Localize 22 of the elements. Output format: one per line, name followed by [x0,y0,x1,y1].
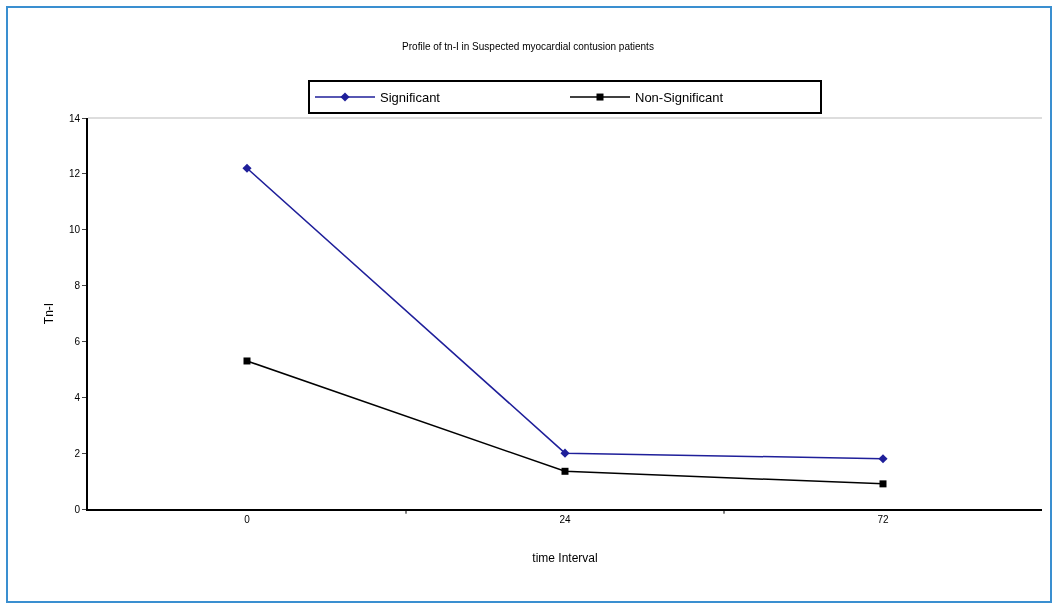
point [879,480,887,488]
x-tick-label: 72 [877,514,889,525]
x-tick-label: 24 [559,514,571,525]
y-tick-label: 8 [74,280,81,292]
y-tick-label: 2 [74,447,81,459]
y-tick-label: 12 [68,168,81,180]
y-tick-label: 6 [74,335,81,347]
y-tick-label: 0 [74,503,81,515]
point [243,357,251,365]
point [242,163,252,173]
legend-label: Non-Significant [635,90,724,106]
legend-label: Significant [380,90,441,106]
y-tick-label: 10 [68,224,81,236]
point [561,467,569,475]
y-tick-label: 14 [68,112,81,124]
chart-title: Profile of tn-I in Suspected myocardial contusion patients [402,41,654,53]
point [878,454,888,464]
x-axis-title: time Interval [532,551,598,566]
x-tick-label: 0 [244,514,251,525]
point [560,448,570,458]
y-axis-title: Tn-I [42,302,56,325]
y-tick-label: 4 [74,391,81,403]
